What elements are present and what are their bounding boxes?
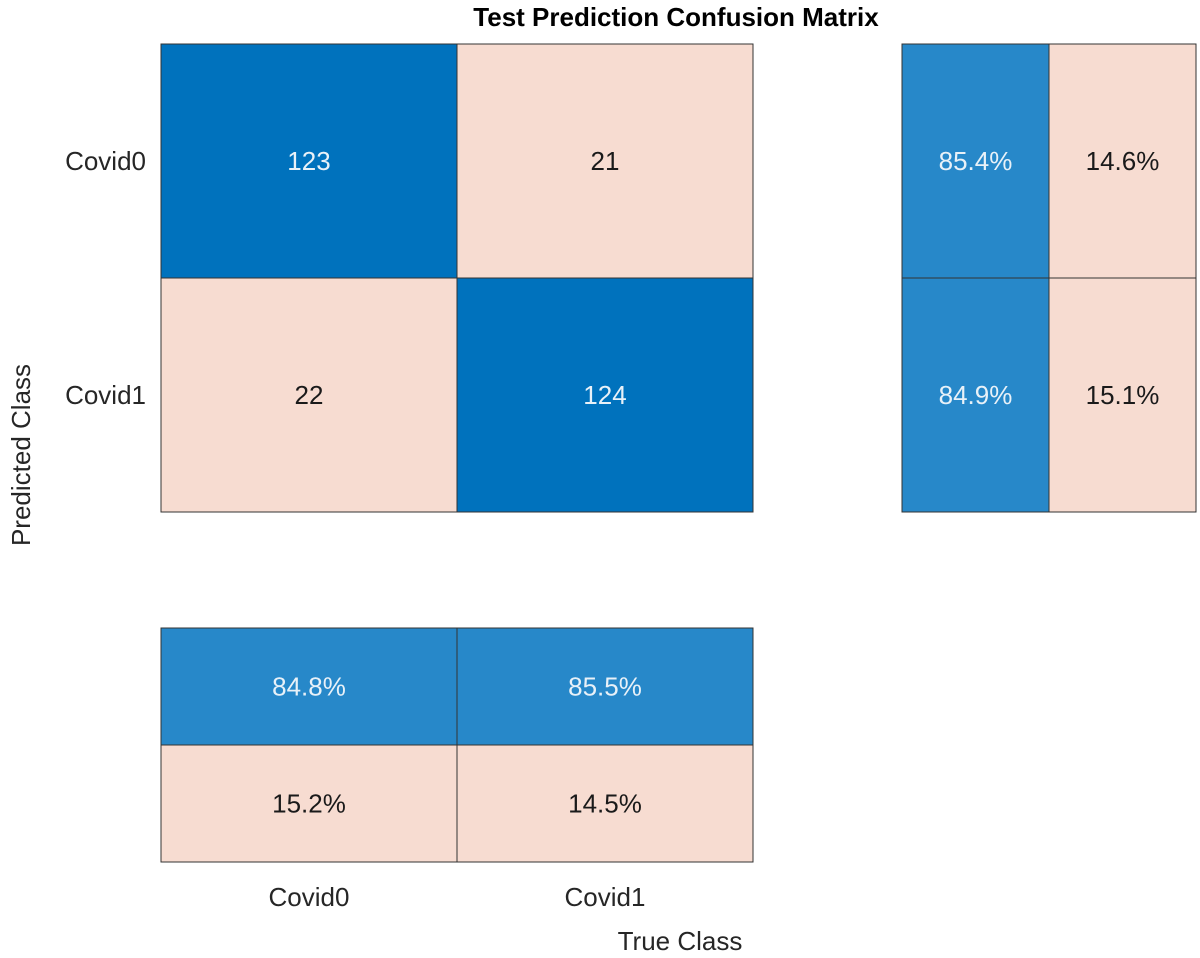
x-axis-label: True Class — [618, 926, 743, 956]
y-axis-label: Predicted Class — [6, 364, 36, 546]
row-summary-cell — [901, 43, 1050, 279]
matrix-cell — [160, 277, 458, 513]
column-summary: 84.8% 85.5% 15.2% 14.5% — [160, 627, 754, 863]
matrix-cell — [456, 43, 754, 279]
column-summary-cell — [456, 627, 754, 746]
row-summary-value: 15.1% — [1086, 380, 1160, 410]
row-tick-label: Covid1 — [65, 380, 146, 410]
row-summary-value: 84.9% — [939, 380, 1013, 410]
matrix-cell-value: 22 — [295, 380, 324, 410]
column-summary-value: 84.8% — [272, 672, 346, 702]
column-summary-cell — [456, 744, 754, 863]
column-tick-labels: Covid0 Covid1 — [269, 882, 646, 912]
column-tick-label: Covid0 — [269, 882, 350, 912]
row-summary-cell — [901, 277, 1050, 513]
chart-title: Test Prediction Confusion Matrix — [473, 2, 879, 32]
matrix-cell-value: 21 — [591, 146, 620, 176]
row-summary-value: 14.6% — [1086, 146, 1160, 176]
column-tick-label: Covid1 — [565, 882, 646, 912]
row-summary-value: 85.4% — [939, 146, 1013, 176]
column-summary-value: 15.2% — [272, 789, 346, 819]
row-summary-cell — [1048, 43, 1197, 279]
row-tick-labels: Covid0 Covid1 — [65, 146, 146, 410]
row-tick-label: Covid0 — [65, 146, 146, 176]
main-matrix: 123 21 22 124 — [160, 43, 754, 513]
matrix-cell — [160, 43, 458, 279]
matrix-cell-value: 123 — [287, 146, 330, 176]
row-summary-cell — [1048, 277, 1197, 513]
row-summary: 85.4% 14.6% 84.9% 15.1% — [901, 43, 1197, 513]
column-summary-value: 85.5% — [568, 672, 642, 702]
column-summary-value: 14.5% — [568, 789, 642, 819]
matrix-cell — [456, 277, 754, 513]
matrix-cell-value: 124 — [583, 380, 626, 410]
